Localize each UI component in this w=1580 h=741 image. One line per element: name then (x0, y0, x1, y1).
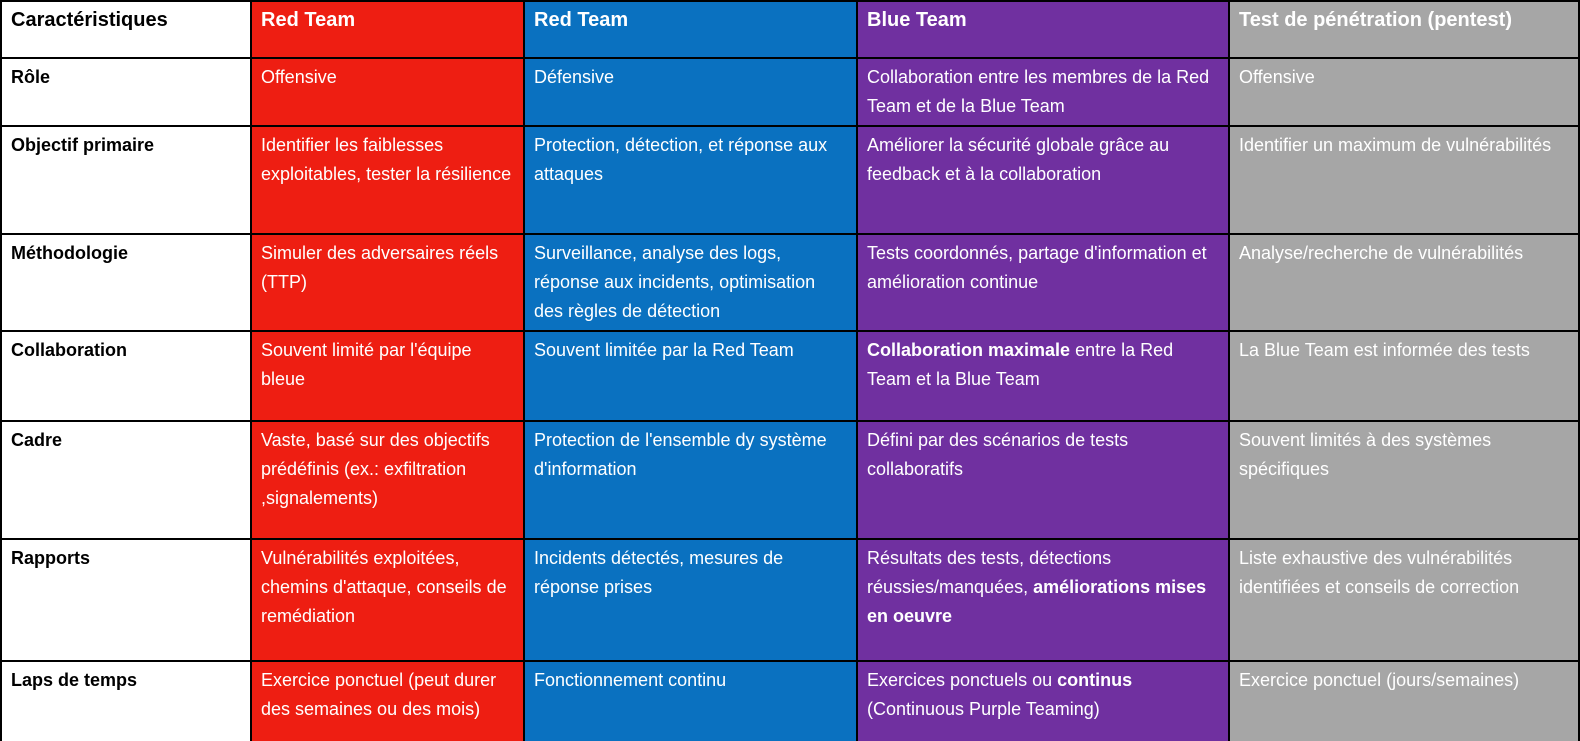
table-row: Méthodologie Simuler des adversaires réel… (0, 233, 1580, 332)
table-cell-red-team: Offensive (250, 57, 525, 127)
cell-text-segment: Défini par des scénarios de tests collab… (867, 430, 1129, 479)
table-cell-pentest: Analyse/recherche de vulnérabilités (1228, 233, 1580, 332)
cell-text-segment: Défensive (534, 67, 615, 87)
header-cell-caracteristiques: Caractéristiques (0, 0, 252, 59)
cell-text-segment: Liste exhaustive des vulnérabilités iden… (1239, 548, 1520, 597)
cell-text-segment: Surveillance, analyse des logs, réponse … (534, 243, 816, 321)
cell-text-segment: entre la Red Team et la Blue Team (867, 340, 1174, 389)
cell-text-segment: Offensive (1239, 67, 1315, 87)
table-cell-blue-team: Souvent limitée par la Red Team (523, 330, 858, 422)
column-header-purple-team: Blue Team (856, 0, 1230, 59)
cell-text-segment: continus (1057, 670, 1133, 690)
table-cell-red-team: Simuler des adversaires réels (TTP) (250, 233, 525, 332)
table-row: Objectif primaire Identifier les faibless… (0, 125, 1580, 235)
table-row: Laps de temps Exercice ponctuel (peut dur… (0, 660, 1580, 741)
table-cell-blue-team: Protection de l'ensemble dy système d'in… (523, 420, 858, 540)
cell-text-segment: Fonctionnement continu (534, 670, 727, 690)
table-cell-pentest: Identifier un maximum de vulnérabilités (1228, 125, 1580, 235)
column-header-blue-team: Red Team (523, 0, 858, 59)
cell-text-segment: Protection de l'ensemble dy système d'in… (534, 430, 827, 479)
table-cell-pentest: La Blue Team est informée des tests (1228, 330, 1580, 422)
cell-text-segment: Offensive (261, 67, 337, 87)
header-row: Caractéristiques Red Team Red Team Blue … (0, 0, 1580, 59)
column-header-red-team: Red Team (250, 0, 525, 59)
cell-text-segment: Protection, détection, et réponse aux at… (534, 135, 828, 184)
table-cell-blue-team: Surveillance, analyse des logs, réponse … (523, 233, 858, 332)
table-cell-purple-team: Tests coordonnés, partage d'information … (856, 233, 1230, 332)
cell-text-segment: Exercice ponctuel (jours/semaines) (1239, 670, 1520, 690)
cell-text-segment: Simuler des adversaires réels (TTP) (261, 243, 499, 292)
cell-text-segment: Améliorer la sécurité globale grâce au f… (867, 135, 1170, 184)
table-cell-purple-team: Collaboration maximale entre la Red Team… (856, 330, 1230, 422)
table-cell-pentest: Offensive (1228, 57, 1580, 127)
table-cell-blue-team: Protection, détection, et réponse aux at… (523, 125, 858, 235)
cell-text-segment: Souvent limités à des systèmes spécifiqu… (1239, 430, 1492, 479)
table-cell-red-team: Vaste, basé sur des objectifs prédéfinis… (250, 420, 525, 540)
table-cell-red-team: Souvent limité par l'équipe bleue (250, 330, 525, 422)
table-cell-purple-team: Exercices ponctuels ou continus (Continu… (856, 660, 1230, 741)
table-cell-pentest: Exercice ponctuel (jours/semaines) (1228, 660, 1580, 741)
cell-text-segment: Collaboration entre les membres de la Re… (867, 67, 1210, 116)
table-row: Rôle Offensive Défensive Collaboration entr… (0, 57, 1580, 127)
cell-text-segment: Exercice ponctuel (peut durer des semain… (261, 670, 497, 719)
row-label: Laps de temps (0, 660, 252, 741)
row-label: Rôle (0, 57, 252, 127)
row-label: Objectif primaire (0, 125, 252, 235)
table-cell-red-team: Identifier les faiblesses exploitables, … (250, 125, 525, 235)
cell-text-segment: Vulnérabilités exploitées, chemins d'att… (261, 548, 507, 626)
cell-text-segment: Souvent limité par l'équipe bleue (261, 340, 472, 389)
table-cell-pentest: Souvent limités à des systèmes spécifiqu… (1228, 420, 1580, 540)
table-cell-pentest: Liste exhaustive des vulnérabilités iden… (1228, 538, 1580, 662)
table-cell-red-team: Exercice ponctuel (peut durer des semain… (250, 660, 525, 741)
cell-text-segment: Analyse/recherche de vulnérabilités (1239, 243, 1524, 263)
cell-text-segment: Identifier les faiblesses exploitables, … (261, 135, 512, 184)
table-cell-blue-team: Incidents détectés, mesures de réponse p… (523, 538, 858, 662)
cell-text-segment: Identifier un maximum de vulnérabilités (1239, 135, 1552, 155)
cell-text-segment: Tests coordonnés, partage d'information … (867, 243, 1207, 292)
table-cell-purple-team: Collaboration entre les membres de la Re… (856, 57, 1230, 127)
table-cell-purple-team: Améliorer la sécurité globale grâce au f… (856, 125, 1230, 235)
cell-text-segment: améliorations mises en oeuvre (867, 577, 1207, 626)
table-cell-purple-team: Résultats des tests, détections réussies… (856, 538, 1230, 662)
table-row: Rapports Vulnérabilités exploitées, chemi… (0, 538, 1580, 662)
cell-text-segment: Souvent limitée par la Red Team (534, 340, 794, 360)
table-body: Rôle Offensive Défensive Collaboration entr… (0, 57, 1580, 741)
cell-text-segment: Résultats des tests, détections réussies… (867, 548, 1112, 597)
row-label: Cadre (0, 420, 252, 540)
cell-text-segment: (Continuous Purple Teaming) (867, 699, 1100, 719)
cell-text-segment: Incidents détectés, mesures de réponse p… (534, 548, 784, 597)
table-cell-purple-team: Défini par des scénarios de tests collab… (856, 420, 1230, 540)
table-cell-blue-team: Fonctionnement continu (523, 660, 858, 741)
cell-text-segment: La Blue Team est informée des tests (1239, 340, 1530, 360)
row-label: Rapports (0, 538, 252, 662)
column-header-pentest: Test de pénétration (pentest) (1228, 0, 1580, 59)
table-cell-red-team: Vulnérabilités exploitées, chemins d'att… (250, 538, 525, 662)
cell-text-segment: Vaste, basé sur des objectifs prédéfinis… (261, 430, 490, 508)
table-row: Collaboration Souvent limité par l'équipe… (0, 330, 1580, 422)
table-cell-blue-team: Défensive (523, 57, 858, 127)
row-label: Collaboration (0, 330, 252, 422)
cell-text-segment: Exercices ponctuels ou (867, 670, 1058, 690)
table-row: Cadre Vaste, basé sur des objectifs prédé… (0, 420, 1580, 540)
row-label: Méthodologie (0, 233, 252, 332)
cell-text-segment: Collaboration maximale (867, 340, 1071, 360)
